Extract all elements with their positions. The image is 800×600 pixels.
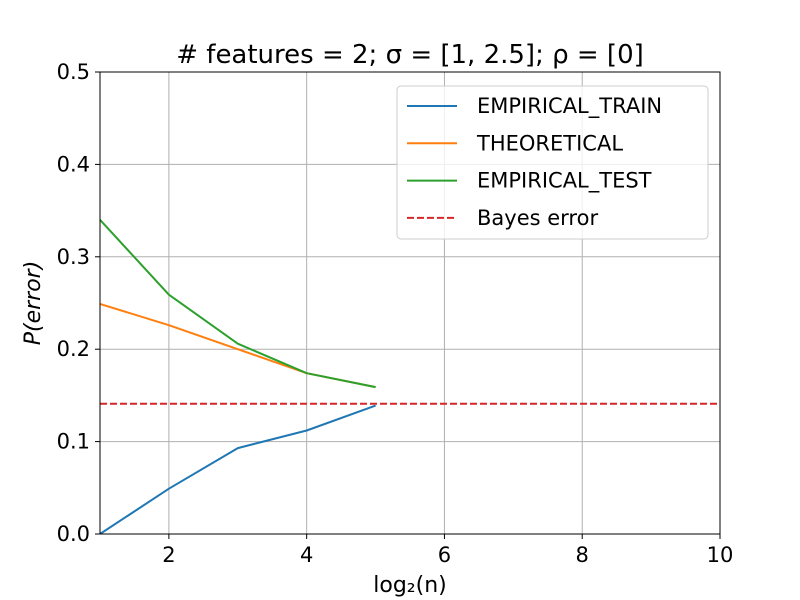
x-tick-label: 4 — [300, 543, 313, 567]
legend-label: EMPIRICAL_TEST — [477, 169, 652, 194]
x-tick-label: 10 — [707, 543, 734, 567]
legend-box — [396, 85, 709, 240]
legend: EMPIRICAL_TRAIN THEORETICAL EMPIRICAL_TEST… — [396, 85, 709, 240]
y-tick-label: 0.0 — [57, 522, 90, 546]
y-axis-label: P(error) — [21, 261, 46, 346]
x-tick-label: 8 — [576, 543, 589, 567]
legend-label: EMPIRICAL_TRAIN — [477, 94, 662, 119]
plot-frame — [99, 71, 721, 535]
legend-label: THEORETICAL — [476, 131, 623, 155]
chart-title: # features = 2; σ = [1, 2.5]; ρ = [0] — [176, 40, 644, 70]
x-tick-label: 2 — [162, 543, 175, 567]
series-line-empirical-train — [100, 404, 376, 534]
y-tick-label: 0.2 — [57, 337, 90, 361]
axis-ticks: 2 4 6 8 10 0.0 0.1 0.2 0.3 0.4 0.5 — [57, 60, 734, 567]
legend-label: Bayes error — [477, 206, 598, 230]
x-tick-label: 6 — [438, 543, 451, 567]
legend-entries: EMPIRICAL_TRAIN THEORETICAL EMPIRICAL_TEST… — [407, 94, 662, 230]
y-tick-label: 0.3 — [57, 245, 90, 269]
y-tick-label: 0.5 — [57, 60, 90, 84]
x-axis-label: log₂(n) — [373, 573, 446, 598]
y-tick-label: 0.1 — [57, 430, 90, 454]
data-series — [100, 219, 720, 534]
y-tick-label: 0.4 — [57, 152, 90, 176]
series-line-empirical-test — [100, 219, 376, 389]
